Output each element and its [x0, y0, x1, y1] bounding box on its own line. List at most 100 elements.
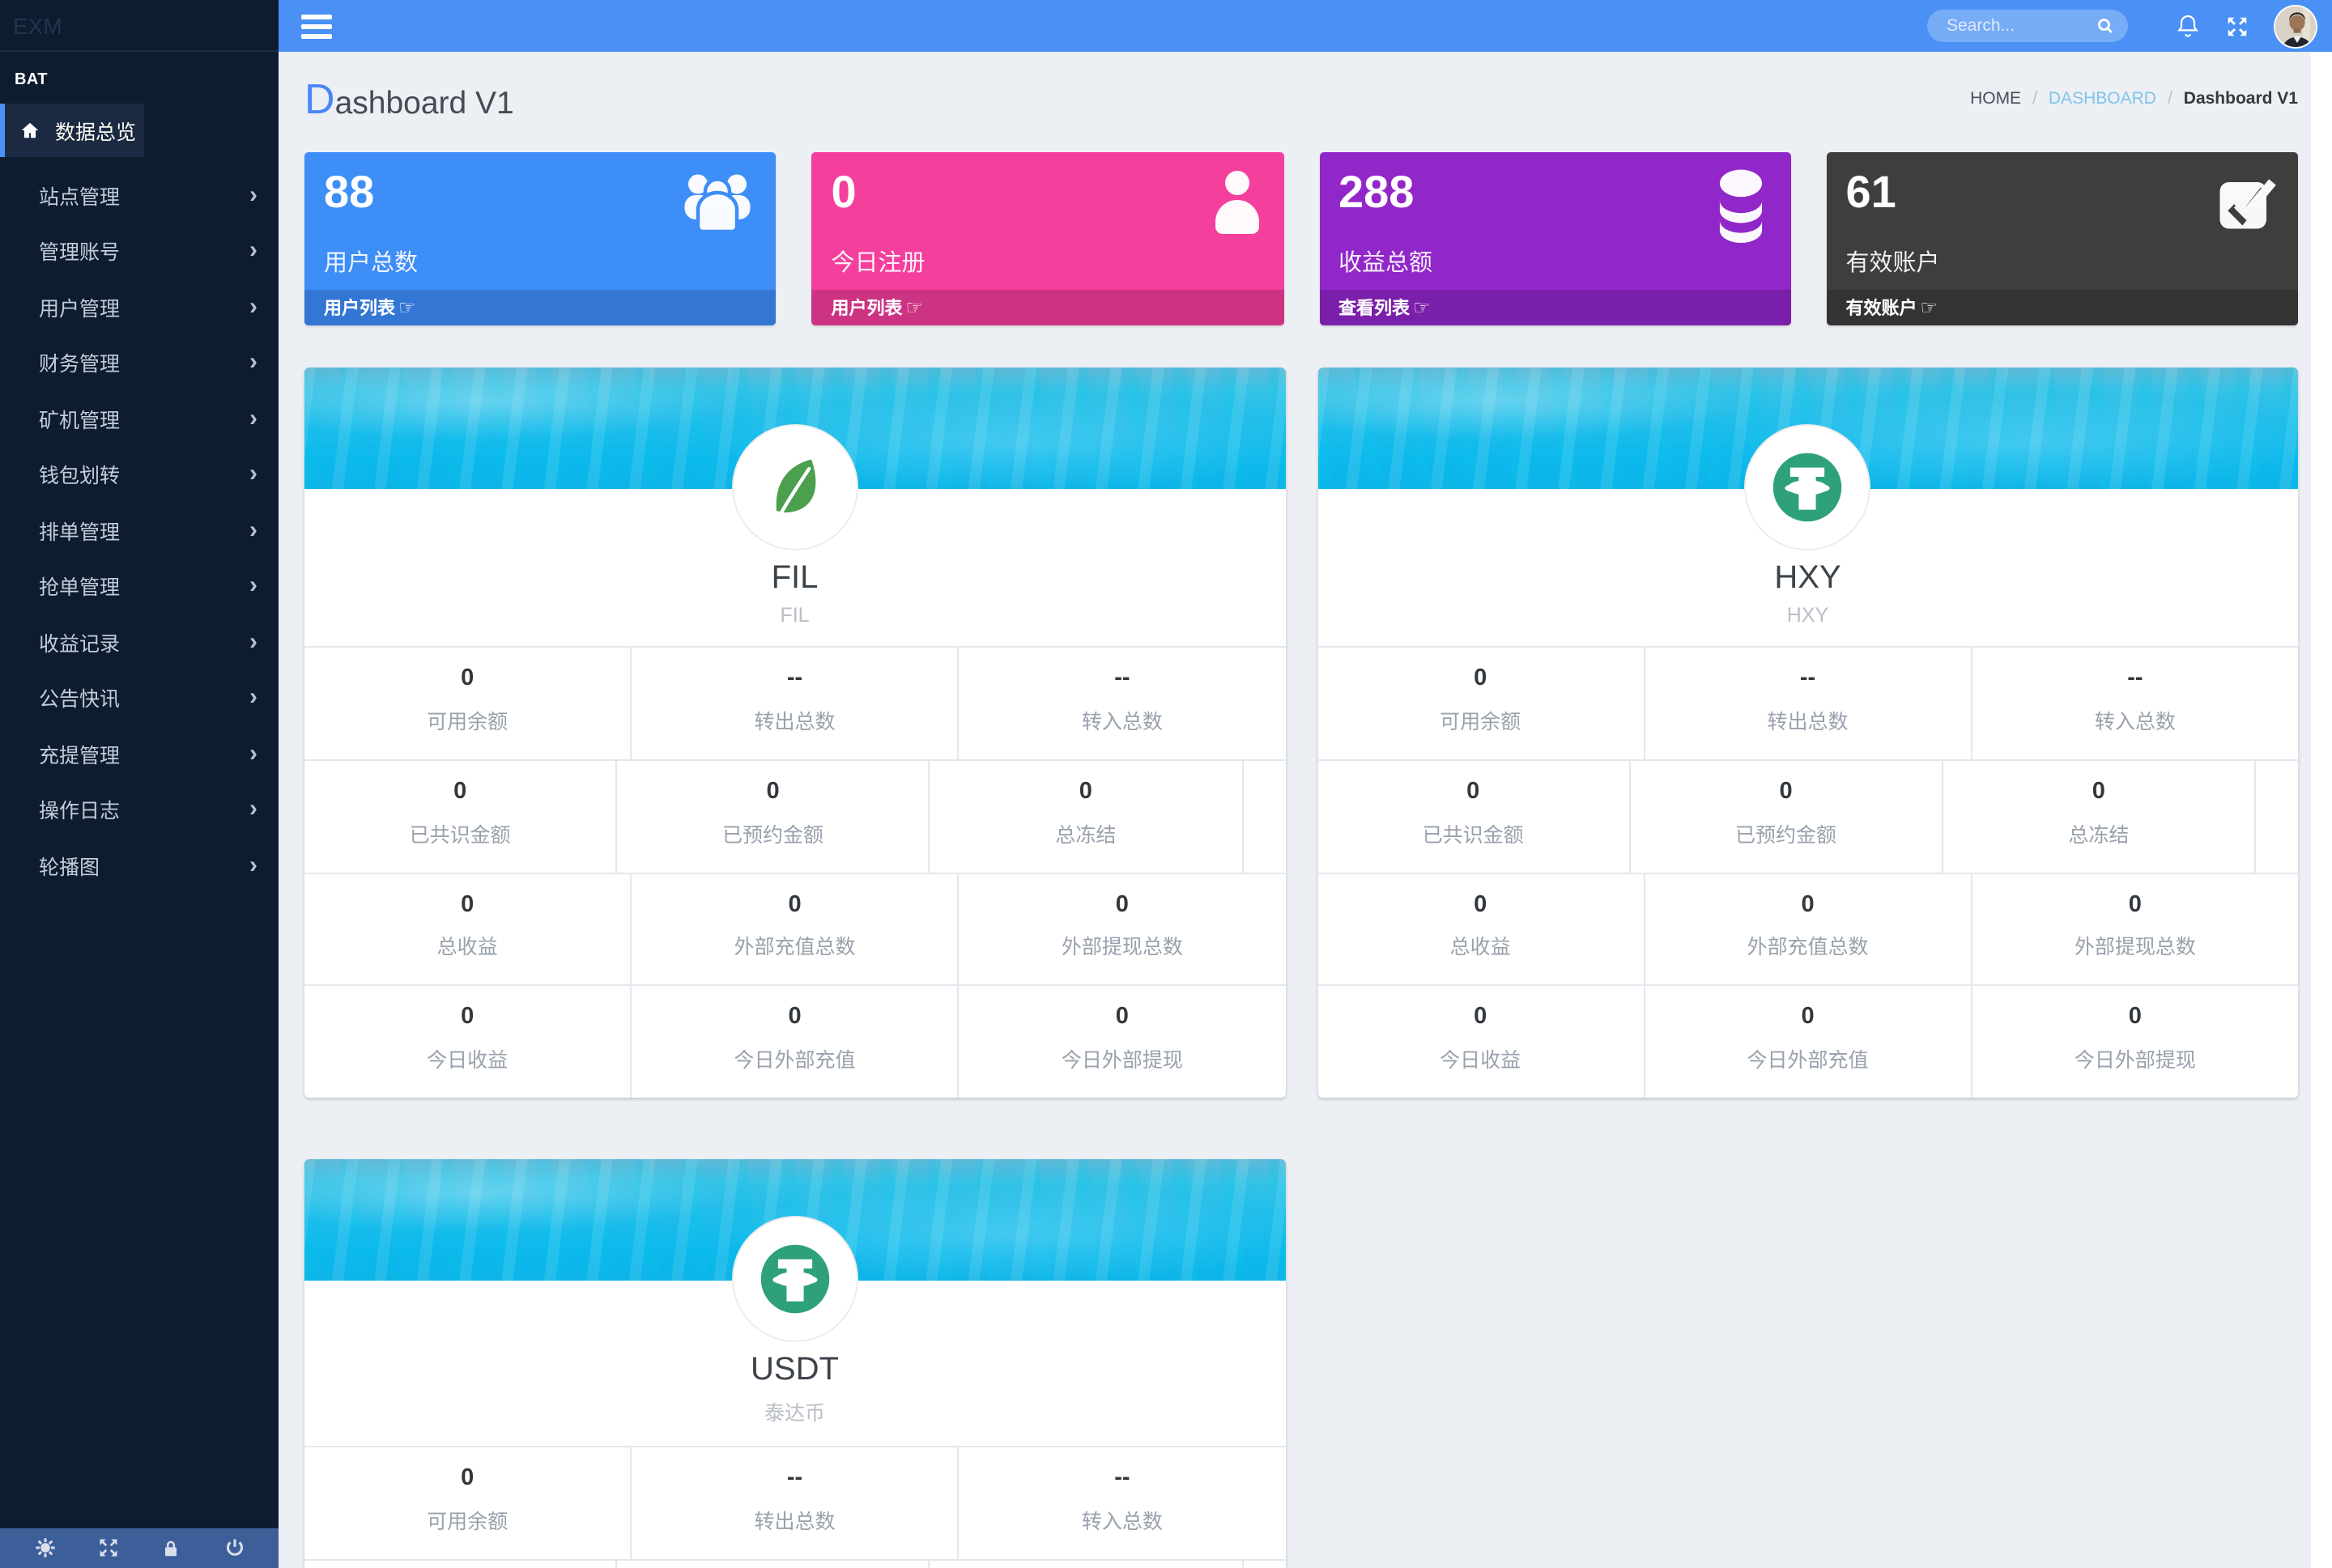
chevron-right-icon: ›: [249, 404, 257, 432]
coin-stat-cell: 0 可用余额: [427, 1465, 509, 1533]
coin-stats-row: 0 今日收益 0 今日外部充值 0 今日外部提现: [304, 984, 1285, 1098]
chevron-right-icon: ›: [249, 292, 257, 321]
coin-subtitle: HXY: [1786, 604, 1829, 627]
tether-icon: [760, 1244, 829, 1314]
coin-stat-cell: 0 总收益: [436, 891, 498, 959]
hand-pointer-icon: ☞: [1920, 296, 1938, 319]
coin-stats-row: 0 可用余额 -- 转出总数 -- 转入总数: [304, 646, 1285, 759]
chevron-right-icon: ›: [249, 795, 257, 823]
sidebar-item-queue-orders[interactable]: 排单管理 ›: [39, 516, 257, 544]
coin-stat-cell: 0 今日外部充值: [630, 986, 957, 1098]
empty-cell: [1241, 760, 1285, 872]
sidebar-item-earnings[interactable]: 收益记录 ›: [39, 627, 257, 656]
notifications-bell-icon[interactable]: [2164, 0, 2212, 52]
breadcrumb-current: Dashboard V1: [2183, 89, 2298, 108]
hand-pointer-icon: ☞: [905, 296, 924, 319]
lock-icon[interactable]: [159, 1536, 183, 1560]
sidebar-item-admin-accounts[interactable]: 管理账号 ›: [39, 236, 257, 265]
coin-stat-cell: 0 今日收益: [427, 1004, 509, 1073]
sidebar-item-deposit-withdraw[interactable]: 充提管理 ›: [39, 739, 257, 767]
stat-footer-link[interactable]: 用户列表 ☞: [811, 290, 1283, 325]
search-icon[interactable]: [2096, 16, 2115, 36]
chevron-right-icon: ›: [249, 348, 257, 376]
sidebar-item-miners[interactable]: 矿机管理 ›: [39, 404, 257, 432]
empty-column: [1317, 1159, 2298, 1568]
sidebar-toggle-button[interactable]: [279, 0, 350, 52]
expand-icon[interactable]: [96, 1536, 120, 1560]
fullscreen-icon[interactable]: [2212, 0, 2261, 52]
chevron-right-icon: ›: [249, 683, 257, 712]
coin-stat-cell: 0 总收益: [1449, 891, 1511, 959]
coin-card-hxy: HXY HXY 0 可用余额 -- 转出总数 -- 转入总数 0 已共识金额 0 已预约金…: [1317, 368, 2298, 1098]
stat-box-total-users: 88 用户总数 用户列表 ☞: [304, 152, 777, 325]
stat-footer-link[interactable]: 用户列表 ☞: [304, 290, 777, 325]
main-content: Dashboard V1 HOME / DASHBOARD / Dashboar…: [279, 52, 2332, 1568]
stat-value: 0: [831, 167, 857, 217]
stat-footer-link[interactable]: 查看列表 ☞: [1319, 290, 1791, 325]
sidebar-item-grab-orders[interactable]: 抢单管理 ›: [39, 572, 257, 600]
stat-boxes-row: 88 用户总数 用户列表 ☞ 0 今日注册 用户列表 ☞ 288 收益总额: [304, 152, 2298, 325]
usdt-coin-avatar: [731, 1216, 858, 1342]
scrollbar[interactable]: [2311, 52, 2332, 1568]
coin-stat-cell: 0 已预约金额: [1628, 760, 1941, 872]
coin-card-fil: FIL FIL 0 可用余额 -- 转出总数 -- 转入总数 0 已共识金额 0 已预约金…: [304, 368, 1285, 1098]
breadcrumb-home[interactable]: HOME: [1970, 89, 2022, 108]
coin-subtitle: FIL: [780, 604, 810, 627]
page-title: Dashboard V1: [304, 74, 514, 122]
breadcrumb-dashboard[interactable]: DASHBOARD: [2048, 89, 2156, 108]
stat-value: 288: [1338, 167, 1415, 217]
app-logo[interactable]: EXM: [0, 0, 279, 52]
empty-cell: [1241, 1560, 1285, 1568]
fil-coin-avatar: [731, 424, 858, 550]
coin-stat-cell: -- 转入总数: [957, 648, 1285, 759]
coin-stat-cell: 0 今日外部充值: [1643, 986, 1970, 1098]
coin-stat-cell: 0 外部充值总数: [630, 873, 957, 985]
coin-stat-cell: 0 外部充值总数: [1643, 873, 1970, 985]
chevron-right-icon: ›: [249, 739, 257, 767]
sidebar: EXM BAT 数据总览 站点管理 › 管理账号 › 用户管理 › 财务管理 › 矿机管…: [0, 0, 279, 1568]
sidebar-item-users[interactable]: 用户管理 ›: [39, 292, 257, 321]
power-icon[interactable]: [222, 1536, 246, 1560]
hand-pointer-icon: ☞: [398, 296, 416, 319]
sidebar-item-operation-logs[interactable]: 操作日志 ›: [39, 795, 257, 823]
chevron-right-icon: ›: [249, 851, 257, 879]
leaf-icon: [776, 459, 815, 515]
gear-icon[interactable]: [32, 1536, 57, 1560]
database-icon: [1710, 168, 1772, 251]
chevron-right-icon: ›: [249, 627, 257, 656]
empty-cell: [2254, 760, 2298, 872]
sidebar-menu: 站点管理 › 管理账号 › 用户管理 › 财务管理 › 矿机管理 › 钱包划转 › 排单管理…: [0, 167, 279, 893]
stat-label: 收益总额: [1338, 250, 1432, 277]
sidebar-item-carousel[interactable]: 轮播图 ›: [39, 851, 257, 879]
sidebar-item-site[interactable]: 站点管理 ›: [39, 181, 257, 209]
coin-stat-cell: 0 外部提现总数: [957, 873, 1285, 985]
sidebar-item-data-overview[interactable]: 数据总览: [0, 104, 144, 157]
chevron-right-icon: ›: [249, 460, 257, 488]
stat-value: 61: [1845, 167, 1896, 217]
sidebar-item-wallet-transfer[interactable]: 钱包划转 ›: [39, 460, 257, 488]
coin-stats-row: 0 总收益 0 外部充值总数 0 外部提现总数: [304, 872, 1285, 985]
hxy-coin-avatar: [1744, 424, 1871, 550]
coin-stats-row: 0 今日收益 0 今日外部充值 0 今日外部提现: [1317, 984, 2298, 1098]
stat-box-total-earnings: 288 收益总额 查看列表 ☞: [1319, 152, 1791, 325]
coin-stats-row: 0 总收益 0 外部充值总数 0 外部提现总数: [1317, 872, 2298, 985]
stat-label: 有效账户: [1845, 250, 1940, 277]
search-box: [1927, 10, 2128, 42]
search-input[interactable]: [1943, 15, 2096, 37]
coin-stat-cell: 100已预约金额: [615, 1560, 928, 1568]
sidebar-footer: [0, 1528, 279, 1568]
coin-title: HXY: [1774, 560, 1841, 596]
user-avatar[interactable]: [2274, 4, 2317, 48]
chevron-right-icon: ›: [249, 572, 257, 600]
sidebar-item-label: 数据总览: [55, 121, 137, 144]
stat-footer-link[interactable]: 有效账户 ☞: [1826, 290, 2298, 325]
sidebar-item-announcements[interactable]: 公告快讯 ›: [39, 683, 257, 712]
sidebar-item-finance[interactable]: 财务管理 ›: [39, 348, 257, 376]
coin-stat-cell: 0 可用余额: [1440, 665, 1521, 733]
coin-stat-cell: 0 可用余额: [427, 665, 509, 733]
tether-icon: [1773, 453, 1842, 522]
